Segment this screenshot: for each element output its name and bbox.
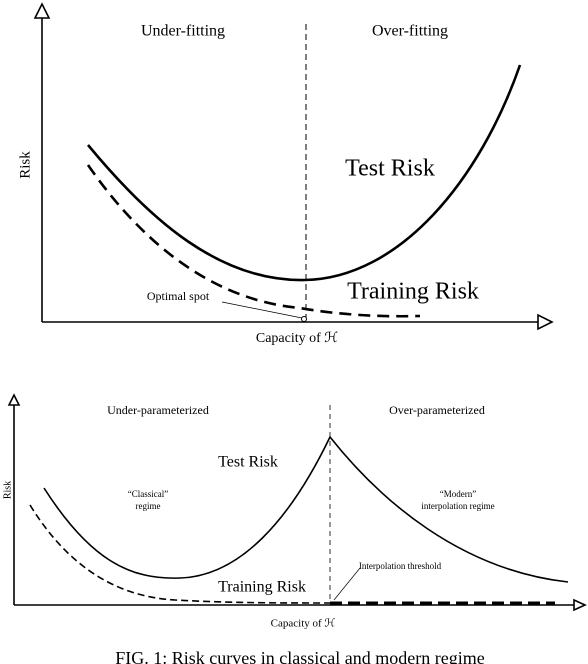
annotation: regime bbox=[136, 501, 161, 511]
test-risk-curve bbox=[86, 64, 522, 282]
annotation: “Classical” bbox=[128, 489, 168, 499]
region-label: Over-fitting bbox=[372, 23, 448, 40]
arrow bbox=[537, 313, 554, 331]
curve-label: Test Risk bbox=[218, 454, 278, 471]
curve-label: Training Risk bbox=[347, 279, 479, 305]
axis-label: Capacity of ℋ bbox=[271, 618, 336, 630]
region-label: Under-parameterized bbox=[107, 403, 209, 417]
annotation: “Modern” bbox=[440, 489, 476, 499]
region-label: Under-fitting bbox=[141, 23, 225, 40]
pointer bbox=[221, 301, 303, 319]
annotation: interpolation regime bbox=[421, 501, 494, 511]
test-risk-curve bbox=[43, 435, 569, 583]
training-risk-curve bbox=[86, 164, 421, 318]
optimal-point bbox=[301, 316, 307, 322]
top-panel: Under-fitting Over-fitting Risk Capacity… bbox=[17, 2, 554, 346]
curve-label: Training Risk bbox=[218, 579, 306, 596]
curve-label: Test Risk bbox=[345, 156, 435, 182]
bottom-panel: Under-parameterized Over-parameterized R… bbox=[2, 393, 587, 630]
axis-label: Risk bbox=[2, 481, 13, 499]
caption: FIG. 1: Risk curves in classical and mod… bbox=[115, 648, 484, 664]
arrow bbox=[33, 2, 51, 19]
axis-label: Risk bbox=[17, 151, 33, 179]
arrow bbox=[7, 393, 21, 406]
training-risk-curve bbox=[29, 504, 331, 604]
annotation: Optimal spot bbox=[147, 289, 210, 303]
annotation: Interpolation threshold bbox=[359, 561, 442, 571]
region-label: Over-parameterized bbox=[389, 403, 485, 417]
arrow bbox=[573, 598, 587, 612]
pointer bbox=[333, 567, 361, 601]
axis-label: Capacity of ℋ bbox=[256, 331, 338, 346]
